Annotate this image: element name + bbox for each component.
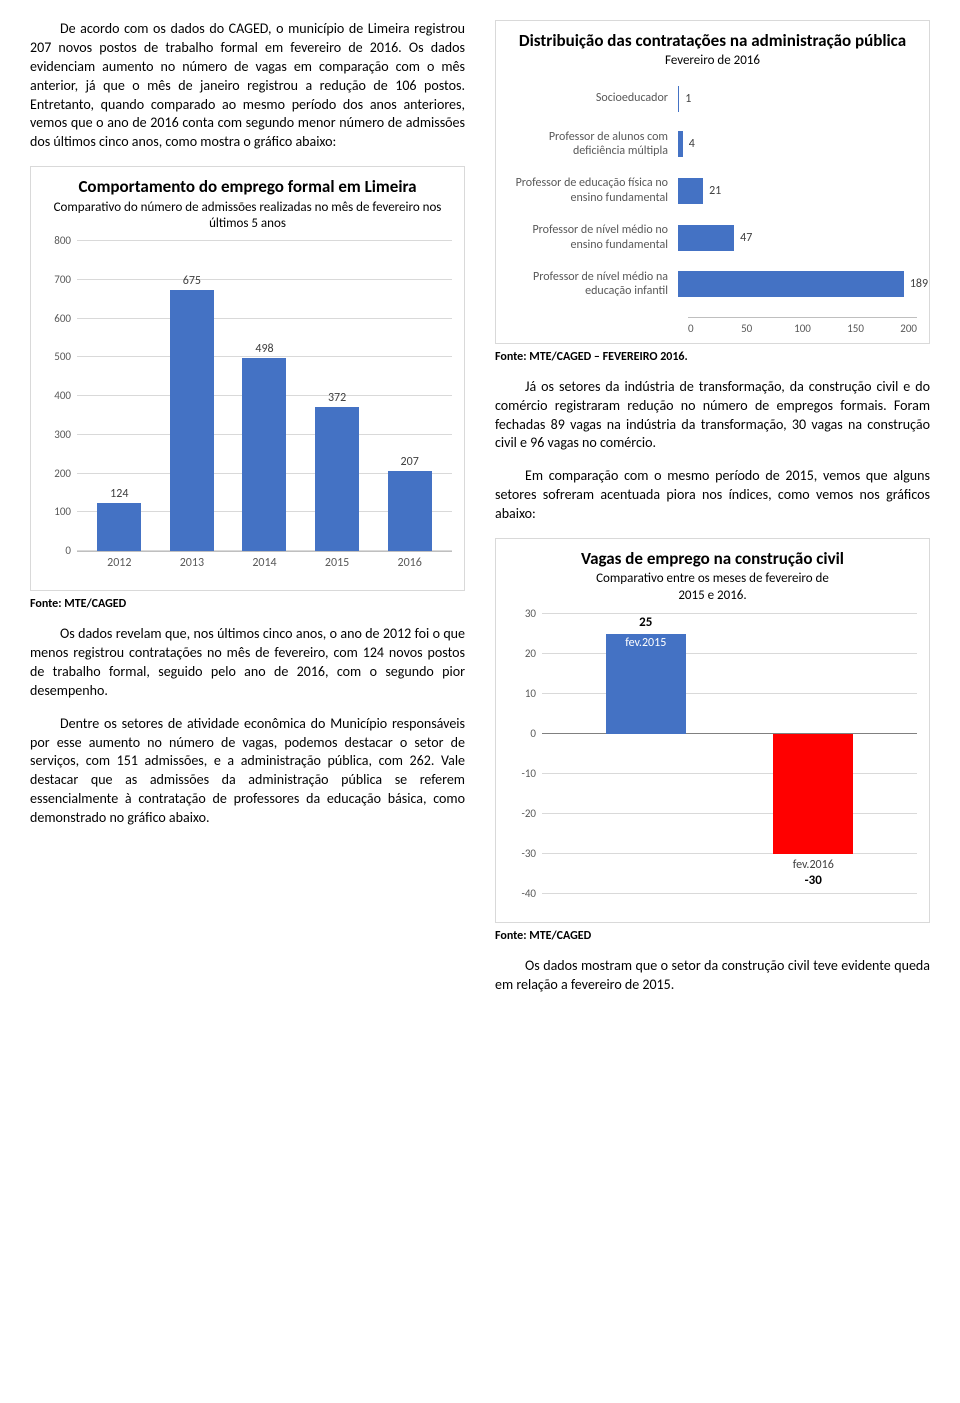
chart-1-category: 2012 xyxy=(91,556,147,570)
paragraph-1: De acordo com os dados do CAGED, o munic… xyxy=(30,20,465,152)
chart-2-xtick: 200 xyxy=(900,322,917,335)
paragraph-5: Em comparação com o mesmo período de 201… xyxy=(495,467,930,524)
page-columns: De acordo com os dados do CAGED, o munic… xyxy=(30,20,930,1009)
chart-3-title: Vagas de emprego na construção civil xyxy=(508,549,917,569)
chart-2-category: Professor de nível médio na educação inf… xyxy=(508,270,678,299)
chart-2-xtick: 50 xyxy=(741,322,794,335)
chart-1-bar: 207 xyxy=(382,455,438,551)
chart-2-value: 21 xyxy=(709,184,721,198)
chart-2-source: Fonte: MTE/CAGED – FEVEREIRO 2016. xyxy=(495,350,930,364)
chart-3-subtitle-1: Comparativo entre os meses de fevereiro … xyxy=(596,571,829,586)
chart-2-xtick: 0 xyxy=(688,322,741,335)
chart-2-row: Professor de nível médio na educação inf… xyxy=(508,270,917,299)
chart-2-value: 47 xyxy=(740,231,752,245)
chart-1-bar-value: 207 xyxy=(401,455,419,469)
chart-2-xtick: 150 xyxy=(847,322,900,335)
chart-2-axis: 050100150200 xyxy=(688,317,917,335)
chart-1-ytick: 300 xyxy=(43,428,71,441)
chart-3-subtitle: Comparativo entre os meses de fevereiro … xyxy=(508,571,917,604)
chart-3-ytick: 30 xyxy=(508,607,536,620)
chart-1-category: 2014 xyxy=(236,556,292,570)
chart-1-ytick: 800 xyxy=(43,234,71,247)
chart-3-ytick: -10 xyxy=(508,767,536,780)
chart-2-subtitle: Fevereiro de 2016 xyxy=(508,53,917,69)
chart-1-plot: 0100200300400500600700800124675498372207… xyxy=(43,242,452,582)
chart-1-ytick: 0 xyxy=(43,544,71,557)
chart-2-row: Socioeducador 1 xyxy=(508,86,917,112)
chart-3-ytick: -30 xyxy=(508,847,536,860)
chart-3-period-label: fev.2015 xyxy=(586,636,706,650)
chart-2-value: 1 xyxy=(685,92,691,106)
chart-1-category: 2016 xyxy=(382,556,438,570)
chart-3-plot: -40-30-20-10010203025fev.2015-30fev.2016 xyxy=(508,614,917,914)
chart-1-source: Fonte: MTE/CAGED xyxy=(30,597,465,611)
chart-1-bar: 124 xyxy=(91,487,147,551)
chart-1-category: 2013 xyxy=(164,556,220,570)
chart-2-value: 189 xyxy=(910,277,928,291)
left-column: De acordo com os dados do CAGED, o munic… xyxy=(30,20,465,1009)
chart-3-value-label: 25 xyxy=(586,615,706,630)
chart-3-bar: 25 fev.2015 xyxy=(586,614,706,894)
chart-1-ytick: 500 xyxy=(43,350,71,363)
paragraph-3: Dentre os setores de atividade econômica… xyxy=(30,715,465,828)
chart-1-bar-value: 498 xyxy=(255,342,273,356)
chart-1-subtitle: Comparativo do número de admissões reali… xyxy=(43,200,452,233)
chart-3-ytick: 20 xyxy=(508,647,536,660)
right-column: Distribuição das contratações na adminis… xyxy=(495,20,930,1009)
chart-2-category: Professor de alunos com deficiência múlt… xyxy=(508,130,678,159)
chart-3-bar: -30fev.2016 xyxy=(753,614,873,894)
chart-2-xtick: 100 xyxy=(794,322,847,335)
chart-3-ytick: -40 xyxy=(508,887,536,900)
chart-2-row: Professor de educação física no ensino f… xyxy=(508,176,917,205)
chart-2-category: Socioeducador xyxy=(508,91,678,105)
chart-1-category: 2015 xyxy=(309,556,365,570)
chart-3-ytick: -20 xyxy=(508,807,536,820)
chart-1-bar: 675 xyxy=(164,274,220,552)
chart-3-source: Fonte: MTE/CAGED xyxy=(495,929,930,943)
chart-3-period-label: fev.2016 xyxy=(753,858,873,872)
chart-3-box: Vagas de emprego na construção civil Com… xyxy=(495,538,930,923)
chart-1-bar-value: 675 xyxy=(183,274,201,288)
chart-1-ytick: 700 xyxy=(43,273,71,286)
chart-1-box: Comportamento do emprego formal em Limei… xyxy=(30,166,465,591)
chart-1-ytick: 200 xyxy=(43,467,71,480)
chart-2-row: Professor de nível médio no ensino funda… xyxy=(508,223,917,252)
chart-1-ytick: 400 xyxy=(43,389,71,402)
chart-2-value: 4 xyxy=(689,137,695,151)
chart-1-ytick: 600 xyxy=(43,312,71,325)
chart-3-value-label: -30 xyxy=(753,873,873,888)
paragraph-4: Já os setores da indústria de transforma… xyxy=(495,378,930,454)
chart-2-box: Distribuição das contratações na adminis… xyxy=(495,20,930,344)
paragraph-6: Os dados mostram que o setor da construç… xyxy=(495,957,930,995)
chart-2-category: Professor de educação física no ensino f… xyxy=(508,176,678,205)
chart-2-category: Professor de nível médio no ensino funda… xyxy=(508,223,678,252)
chart-1-bar-value: 372 xyxy=(328,391,346,405)
chart-3-ytick: 10 xyxy=(508,687,536,700)
chart-2-title: Distribuição das contratações na adminis… xyxy=(508,31,917,51)
chart-3-subtitle-2: 2015 e 2016. xyxy=(678,588,746,603)
chart-1-bar: 372 xyxy=(309,391,365,551)
chart-2-row: Professor de alunos com deficiência múlt… xyxy=(508,130,917,159)
paragraph-2: Os dados revelam que, nos últimos cinco … xyxy=(30,625,465,701)
chart-1-title: Comportamento do emprego formal em Limei… xyxy=(43,177,452,197)
chart-3-ytick: 0 xyxy=(508,727,536,740)
chart-1-bar: 498 xyxy=(236,342,292,551)
chart-2-plot: Socioeducador 1 Professor de alunos com de… xyxy=(508,80,917,299)
chart-1-bar-value: 124 xyxy=(110,487,128,501)
chart-1-ytick: 100 xyxy=(43,505,71,518)
